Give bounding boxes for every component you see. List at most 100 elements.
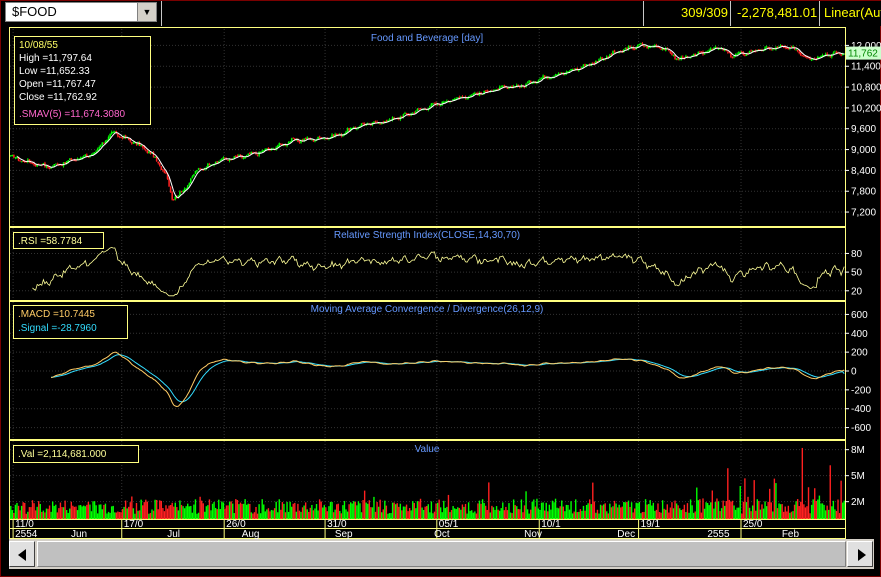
candle-body [528, 80, 530, 83]
volume-bar [744, 478, 746, 519]
volume-bar [183, 508, 186, 519]
volume-bar [637, 503, 639, 519]
candle-body [826, 53, 828, 56]
candle-body [68, 158, 71, 160]
volume-bar [272, 510, 274, 519]
candle-body [118, 135, 121, 137]
volume-bar [256, 513, 259, 519]
candle-body [500, 86, 502, 88]
volume-bar [89, 504, 91, 519]
volume-bar [345, 509, 347, 519]
candle-body [697, 51, 700, 55]
scroll-left-button[interactable] [9, 541, 35, 567]
volume-bar [575, 499, 577, 519]
candle-body [422, 109, 425, 111]
volume-bar [534, 506, 537, 519]
volume-bar [304, 502, 307, 519]
scrollbar-track[interactable] [37, 541, 846, 567]
candle-body [312, 139, 315, 142]
candle-body [250, 151, 253, 154]
candle-body [31, 163, 34, 165]
volume-bar [405, 504, 408, 519]
volume-bar [114, 512, 116, 519]
volume-bar [724, 505, 726, 519]
volume-bar [309, 507, 312, 519]
candle-body [141, 145, 144, 148]
candle-body [320, 137, 322, 139]
volume-bar [519, 509, 521, 519]
volume-bar [686, 503, 689, 519]
volume-bar [331, 501, 333, 519]
volume-bar [11, 510, 14, 519]
symbol-input[interactable]: $FOOD [12, 4, 57, 19]
date-label: 17/0 [124, 519, 144, 530]
volume-bar [736, 507, 738, 519]
volume-bar [326, 511, 329, 519]
volume-bar [674, 500, 676, 519]
sma-line [16, 44, 845, 199]
volume-bar [16, 503, 18, 519]
volume-bar [232, 503, 234, 519]
volume-bar [207, 505, 209, 519]
volume-bar [722, 500, 724, 519]
candle-body [770, 49, 773, 51]
volume-bar [824, 510, 827, 519]
candle-body [824, 53, 827, 55]
volume-bar [289, 501, 291, 519]
month-label: Jun [71, 529, 87, 539]
month-label: Aug [242, 529, 260, 539]
candle-body [113, 131, 116, 133]
volume-bar [28, 507, 31, 519]
candle-body [484, 90, 487, 92]
candle-body [138, 142, 141, 146]
symbol-selector[interactable]: $FOOD ▼ [5, 2, 157, 22]
candle-body [146, 150, 149, 154]
volume-bar [542, 502, 544, 519]
volume-bar [398, 506, 400, 519]
toolbar-divider [161, 1, 162, 26]
candle-body [13, 155, 15, 158]
chart-area[interactable]: 12,000 11,400 10,800 10,200 9,600 9,000 8,400 7… [1, 27, 881, 539]
volume-bar [792, 511, 794, 519]
volume-bar [407, 511, 409, 519]
volume-bar [387, 513, 389, 519]
date-label: 19/1 [641, 519, 661, 530]
candle-body [744, 55, 746, 57]
volume-bar [714, 501, 717, 519]
volume-bar [505, 506, 507, 519]
volume-bar [286, 501, 288, 519]
volume-bar [168, 505, 170, 519]
candle-body [523, 86, 526, 88]
volume-bar [562, 506, 565, 519]
volume-bar [315, 503, 318, 519]
volume-bar [804, 507, 807, 519]
horizontal-scrollbar[interactable] [9, 539, 874, 569]
volume-bar [500, 508, 502, 519]
candle-body [382, 121, 385, 123]
volume-bar [747, 496, 749, 519]
candle-body [280, 143, 282, 145]
dropdown-arrow-icon[interactable]: ▼ [137, 3, 156, 21]
candle-body [92, 153, 94, 156]
candle-body [385, 120, 388, 123]
candle-body [45, 165, 48, 168]
candle-body [804, 56, 807, 58]
candle-body [470, 95, 473, 97]
volume-bar [593, 501, 596, 519]
candle-body [584, 64, 586, 66]
volume-bar [379, 499, 381, 519]
volume-bar [834, 509, 836, 519]
candle-body [745, 53, 748, 56]
volume-bar [647, 504, 650, 519]
scroll-right-button[interactable] [847, 541, 873, 567]
candle-body [106, 139, 108, 142]
volume-bar [559, 506, 561, 519]
scale-mode[interactable]: Linear(Aut [824, 5, 881, 20]
volume-bar [567, 505, 569, 519]
volume-bar [494, 509, 496, 519]
volume-bar [773, 478, 776, 519]
volume-bar [281, 502, 284, 519]
candle-body [713, 48, 715, 50]
candle-body [127, 137, 130, 140]
volume-bar [69, 508, 71, 519]
